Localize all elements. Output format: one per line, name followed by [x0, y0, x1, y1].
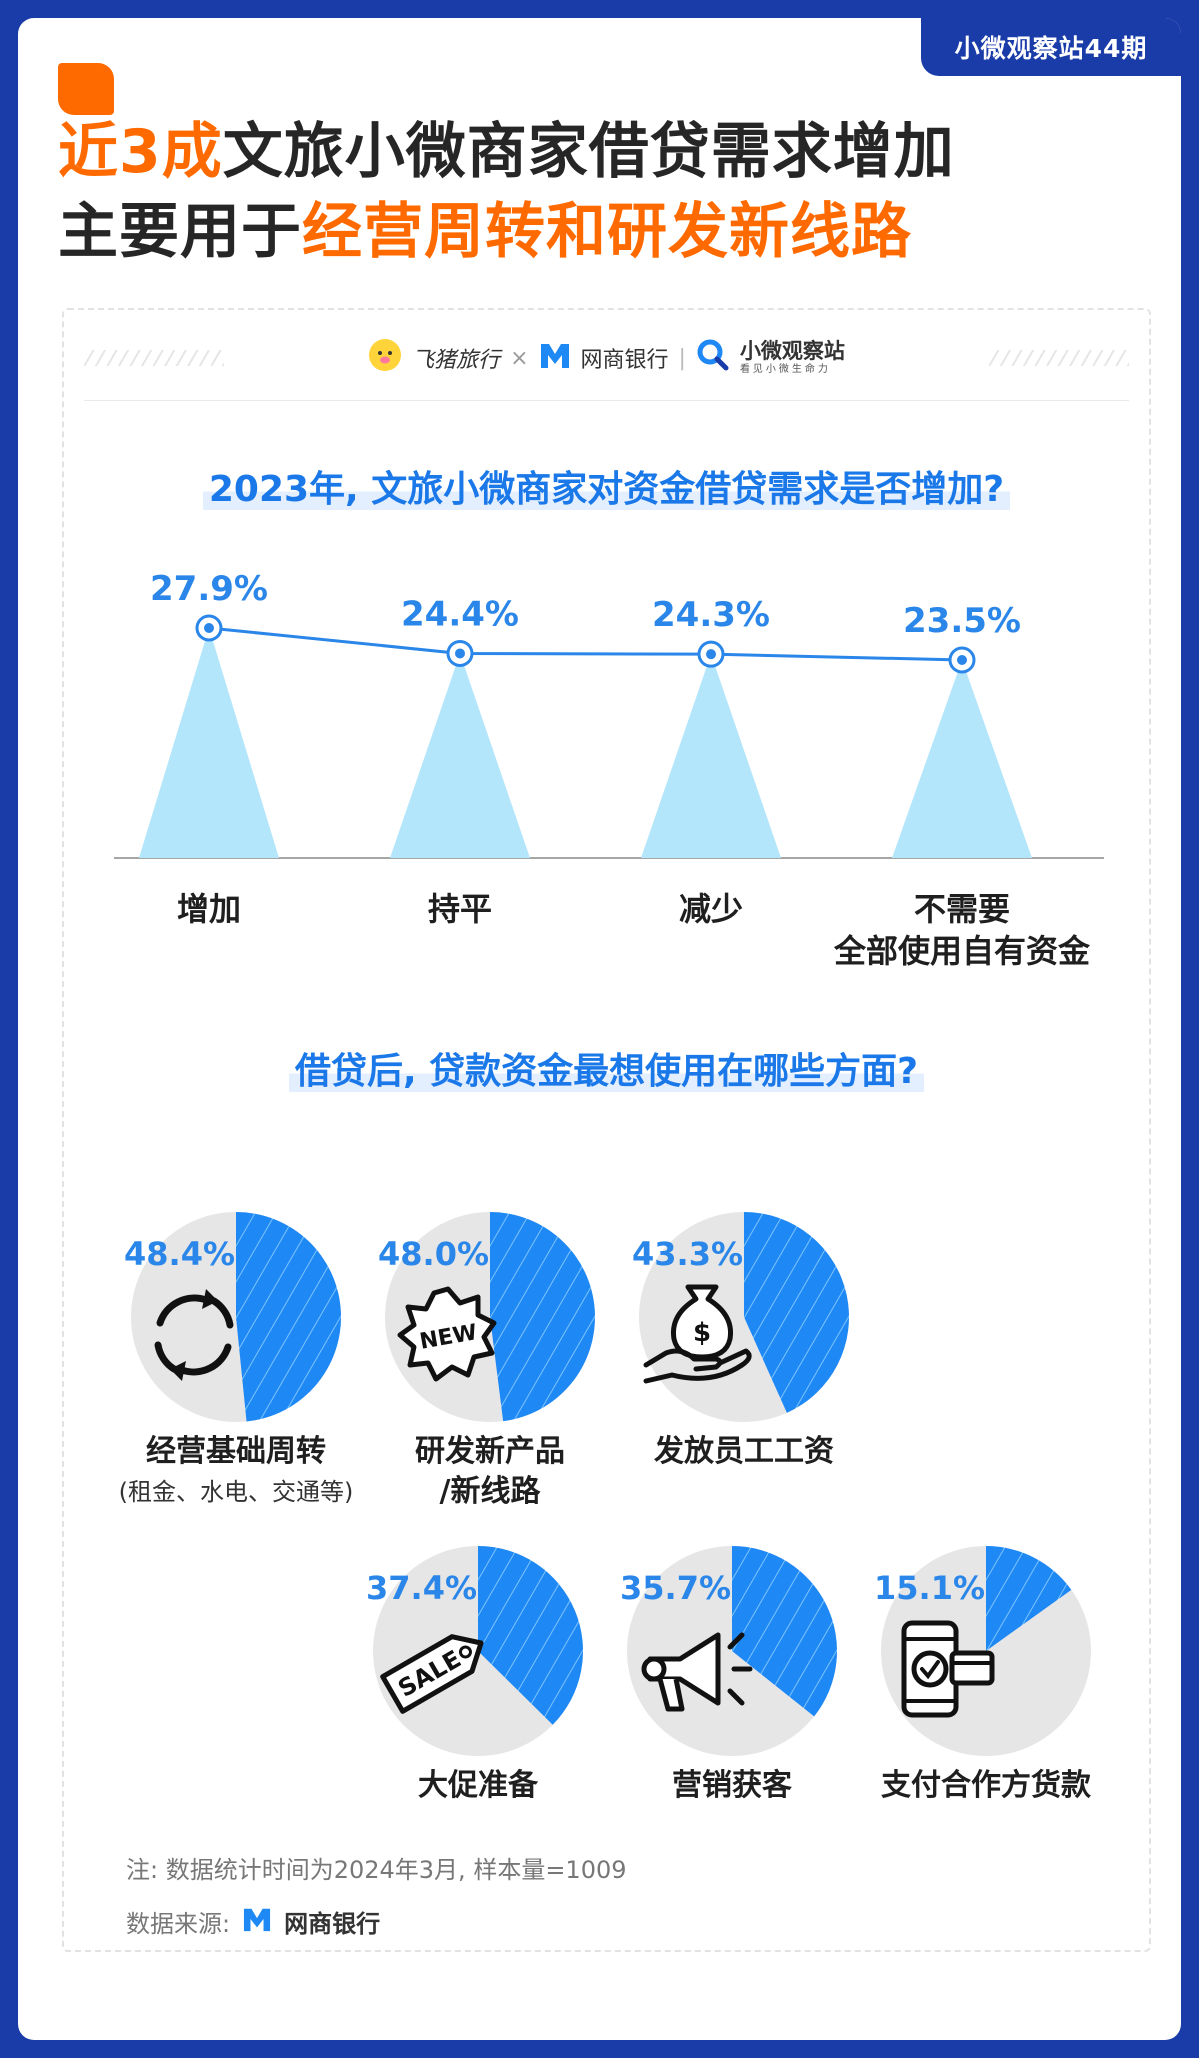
pie-slice — [490, 1212, 595, 1422]
megaphone-icon — [641, 1632, 753, 1712]
pie-sublabel: (租金、水电、交通等) — [118, 1478, 354, 1506]
category-label: 持平 — [427, 890, 492, 928]
pie-value-label: 48.4% — [124, 1235, 236, 1273]
new-badge-icon: NEW — [397, 1286, 497, 1382]
pie-value-label: 15.1% — [874, 1569, 986, 1607]
data-point-dot — [455, 648, 465, 659]
pie-category-label: 支付合作方货款 — [881, 1768, 1091, 1803]
mybank-logo-text: 网商银行 — [580, 348, 669, 373]
station-logo-text: 小微观察站 — [739, 339, 845, 363]
pie-chart-item — [881, 1546, 1091, 1756]
pie-category-label: 研发新产品/新线路 — [415, 1434, 565, 1509]
pie-category-label: 发放员工工资 — [654, 1434, 834, 1469]
cone-bar — [641, 654, 781, 858]
value-label: 24.4% — [401, 594, 519, 634]
feizhu-logo-text: 飞猪旅行 — [412, 348, 501, 373]
headline-text-2: 主要用于 — [58, 197, 302, 267]
pie-chart-item — [131, 1212, 342, 1422]
data-point-dot — [204, 623, 214, 633]
content-card: 飞猪旅行 × 网商银行 | 小微观察站 看见小微生命力 2023年, 文旅小微商… — [62, 308, 1151, 1952]
infographic-page: 小微观察站44期 近3成文旅小微商家借贷需求增加 主要用于经营周转和研发新线路 … — [18, 18, 1181, 2040]
cone-bar — [390, 653, 530, 858]
pie-category-label: 营销获客 — [672, 1768, 792, 1803]
category-label: 减少 — [678, 890, 743, 928]
decor-stripes-left — [84, 350, 224, 366]
headline-highlight-1: 近3成 — [58, 117, 223, 187]
station-logo-text-group: 小微观察站 看见小微生命力 — [740, 341, 845, 375]
feizhu-logo-icon — [368, 338, 402, 378]
station-logo-sub: 看见小微生命力 — [739, 364, 831, 375]
cycle-arrows-icon — [154, 1289, 234, 1381]
source-mybank-icon — [242, 1905, 272, 1939]
value-label: 24.3% — [652, 595, 770, 635]
data-source: 数据来源: 网商银行 — [126, 1904, 380, 1939]
station-logo-icon — [696, 338, 730, 378]
pie-value-label: 35.7% — [620, 1569, 732, 1607]
line-chart: 27.9% 24.4% 24.3% 23.5% — [114, 569, 1104, 859]
pie-chart-item: $ — [639, 1212, 849, 1422]
pie-value-label: 43.3% — [632, 1235, 744, 1273]
title-accent-block — [58, 63, 114, 115]
decor-stripes-right — [989, 350, 1129, 366]
svg-text:$: $ — [693, 1318, 711, 1348]
pie-chart-item: NEW — [385, 1212, 595, 1422]
trend-line — [208, 626, 963, 662]
pie-chart-item — [627, 1546, 837, 1756]
pie-chart-item: SALE — [373, 1546, 584, 1756]
headline-line-2: 主要用于经营周转和研发新线路 — [58, 196, 1158, 268]
issue-tab: 小微观察站44期 — [921, 18, 1181, 76]
logo-divider — [84, 400, 1129, 401]
pie-slice — [744, 1212, 849, 1413]
pie-slice — [732, 1546, 837, 1717]
line-chart-title: 2023年, 文旅小微商家对资金借贷需求是否增加? — [64, 460, 1149, 512]
data-note: 注: 数据统计时间为2024年3月, 样本量=1009 — [126, 1856, 627, 1884]
pie-slice — [986, 1546, 1072, 1651]
partner-logos: 飞猪旅行 × 网商银行 | 小微观察站 看见小微生命力 — [64, 338, 1149, 378]
data-point-dot — [706, 649, 716, 660]
pie-value-label: 48.0% — [378, 1235, 490, 1273]
value-label: 27.9% — [150, 569, 268, 609]
data-source-name: 网商银行 — [284, 1910, 381, 1938]
category-label: 不需要 全部使用自有资金 — [833, 890, 1090, 970]
cone-bar — [139, 628, 279, 858]
headline-text-1: 文旅小微商家借贷需求增加 — [222, 117, 955, 187]
value-label: 23.5% — [903, 601, 1021, 641]
pie-category-label: 大促准备 — [418, 1768, 538, 1803]
pie-slice — [478, 1546, 584, 1725]
pie-category-label: 经营基础周转 (租金、水电、交通等) — [76, 1432, 396, 1512]
pie-value-label: 37.4% — [366, 1569, 478, 1607]
data-point-dot — [957, 655, 967, 665]
data-source-label: 数据来源: — [126, 1910, 231, 1938]
phone-card-payment-icon — [901, 1620, 995, 1718]
logo-times: × — [510, 345, 529, 371]
logo-separator: | — [678, 345, 686, 371]
money-bag-hand-icon: $ — [643, 1284, 752, 1384]
headline-highlight-2: 经营周转和研发新线路 — [302, 197, 912, 267]
mybank-logo-icon — [539, 340, 571, 376]
headline-line-1: 近3成文旅小微商家借贷需求增加 — [58, 116, 1158, 188]
pie-section-title: 借贷后, 贷款资金最想使用在哪些方面? — [64, 1042, 1149, 1094]
cone-bar — [892, 660, 1032, 858]
category-label: 增加 — [176, 890, 241, 928]
pie-slice — [236, 1212, 342, 1422]
